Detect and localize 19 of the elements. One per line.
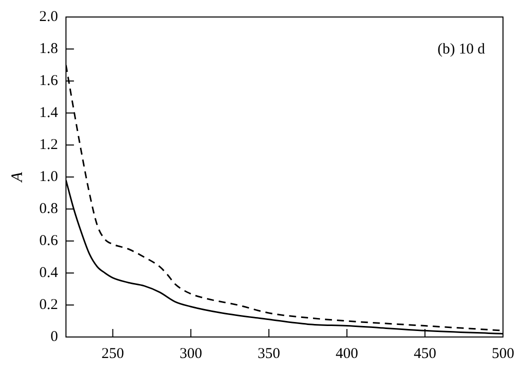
y-tick-label: 1.6 — [39, 72, 58, 89]
x-tick-label: 450 — [414, 346, 436, 362]
y-tick-label: 0.6 — [39, 232, 58, 249]
y-tick-label: 0 — [50, 328, 58, 345]
x-tick-label: 350 — [258, 346, 280, 362]
y-axis-title: A — [8, 172, 26, 183]
x-tick-label: 300 — [180, 346, 202, 362]
y-tick-label: 2.0 — [39, 8, 58, 25]
x-tick-label: 500 — [492, 346, 514, 362]
y-tick-label: 1.8 — [39, 40, 58, 57]
y-tick-label: 0.2 — [39, 296, 58, 313]
x-tick-label: 250 — [102, 346, 124, 362]
y-tick-label: 1.0 — [39, 168, 58, 185]
y-tick-label: 1.4 — [39, 104, 58, 121]
y-tick-label: 1.2 — [39, 136, 58, 153]
y-tick-label: 0.8 — [39, 200, 58, 217]
annotation: (b) 10 d — [438, 41, 486, 58]
x-tick-label: 400 — [336, 346, 358, 362]
y-tick-label: 0.4 — [39, 264, 58, 281]
